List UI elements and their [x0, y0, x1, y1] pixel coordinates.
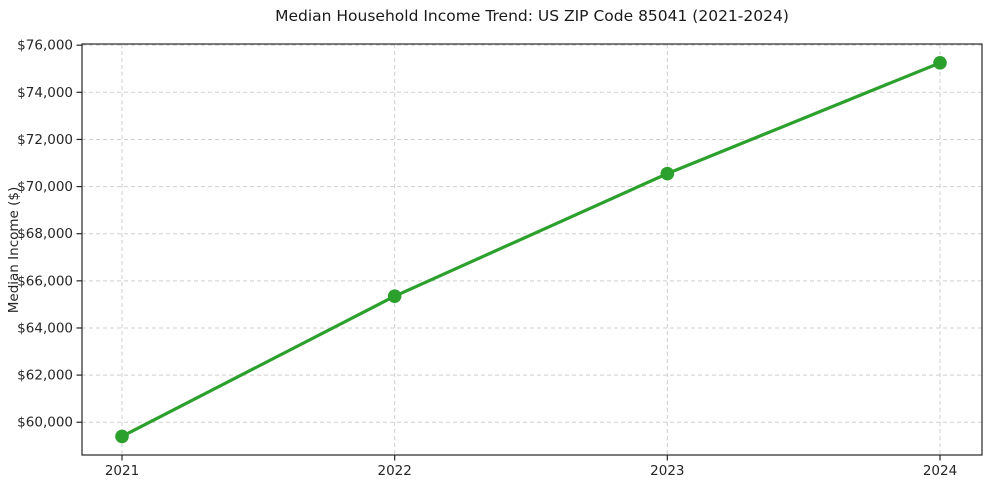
data-point — [115, 429, 129, 444]
y-tick-label: $68,000 — [17, 226, 73, 242]
y-tick-label: $64,000 — [17, 320, 73, 336]
x-tick-label: 2023 — [650, 463, 684, 479]
y-tick-label: $76,000 — [17, 38, 73, 54]
y-tick-label: $72,000 — [17, 132, 73, 148]
data-point — [387, 289, 402, 303]
y-tick-label: $62,000 — [17, 368, 73, 384]
x-tick-label: 2021 — [105, 463, 139, 479]
y-tick-label: $74,000 — [17, 85, 73, 101]
x-tick-label: 2024 — [923, 463, 957, 479]
y-tick-label: $60,000 — [17, 415, 73, 431]
y-tick-label: $70,000 — [17, 179, 73, 195]
data-point — [660, 166, 675, 181]
income-trend-line — [120, 61, 942, 438]
axes-border — [81, 43, 983, 456]
data-point — [933, 56, 947, 70]
y-tick-label: $66,000 — [17, 273, 73, 289]
x-tick-label: 2022 — [377, 463, 411, 479]
chart-title: Median Household Income Trend: US ZIP Co… — [275, 7, 789, 25]
